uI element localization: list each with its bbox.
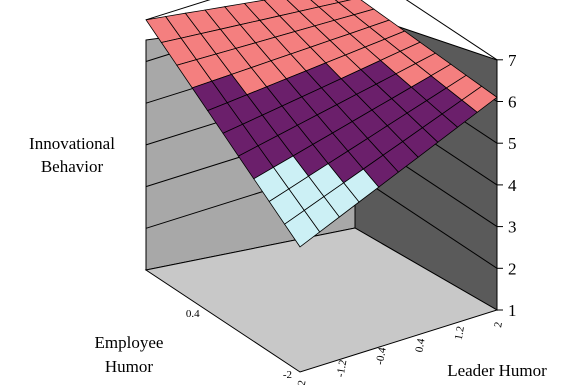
x-tick-label: -0.4 [374, 346, 389, 366]
z-tick-label: 3 [508, 218, 517, 237]
z-tick-label: 6 [508, 93, 517, 112]
x-tick-label: 0.4 [413, 337, 427, 353]
y-tick-label: -2 [283, 369, 292, 381]
x-axis-ticks: -2 -1.2 -0.4 0.4 1.2 2 [295, 321, 505, 385]
x-tick-label: -2 [295, 379, 308, 385]
z-tick-label: 4 [508, 176, 517, 195]
z-tick-label: 7 [508, 51, 517, 70]
x-tick-label: 2 [492, 321, 505, 329]
y-axis-ticks: -2 0.4 [186, 308, 292, 381]
gridline-left-wall [145, 0, 211, 21]
z-axis-title-line1: Innovational [29, 134, 115, 153]
surface-mesh [145, 0, 498, 248]
surface-cell [461, 85, 498, 113]
z-axis-ticks: 1 2 3 4 5 6 7 [496, 51, 517, 320]
z-tick-label: 2 [508, 259, 517, 278]
y-axis-title-line2: Humor [105, 357, 154, 376]
x-tick-label: -1.2 [335, 359, 350, 378]
x-tick-label: 1.2 [453, 325, 467, 341]
y-tick-label: 0.4 [186, 308, 200, 320]
z-tick-label: 1 [508, 301, 517, 320]
y-axis-title-line1: Employee [95, 333, 164, 352]
gridline-right-wall [405, 0, 498, 61]
x-axis-title: Leader Humor [447, 361, 547, 380]
z-tick-label: 5 [508, 134, 517, 153]
z-axis-title-line2: Behavior [41, 157, 104, 176]
